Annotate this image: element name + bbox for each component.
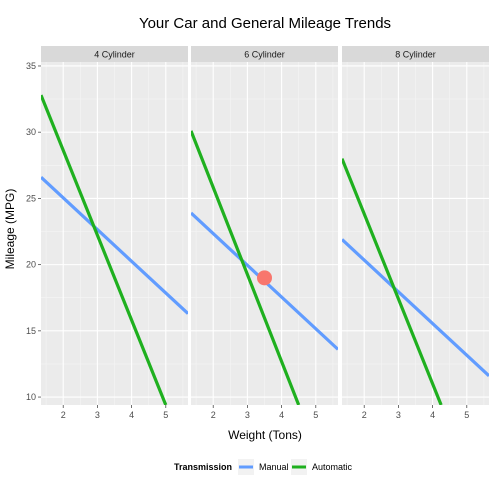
x-tick-label: 4 [279,410,284,420]
x-tick-label: 4 [430,410,435,420]
x-tick-label: 3 [396,410,401,420]
x-tick-label: 5 [163,410,168,420]
trend-line-automatic [342,158,443,405]
trend-line-manual [342,238,489,378]
y-tick-label: 15 [26,326,36,336]
facet-strip [191,46,338,62]
facet-panel: 4 Cylinder 2 3 4 5 [41,46,188,420]
x-tick-label: 2 [362,410,367,420]
legend-title: Transmission [174,462,232,472]
legend-label: Manual [259,462,289,472]
facet-strip-label: 6 Cylinder [244,50,285,60]
facet-strip [41,46,188,62]
x-tick-label: 2 [211,410,216,420]
chart-title: Your Car and General Mileage Trends [139,15,391,32]
trend-line-manual [41,176,188,315]
y-tick-label: 35 [26,61,36,71]
x-tick-label: 5 [313,410,318,420]
x-tick-label: 5 [464,410,469,420]
facet-strip-label: 4 Cylinder [94,50,135,60]
series-group [41,94,188,405]
facet-strip [342,46,489,62]
series-group [342,158,489,405]
facet-panel: 8 Cylinder 2 3 4 5 [342,46,489,420]
x-tick-label: 2 [61,410,66,420]
y-tick-label: 30 [26,127,36,137]
legend: Transmission Manual Automatic [174,459,353,475]
y-tick-label: 10 [26,392,36,402]
x-tick-label: 3 [245,410,250,420]
trend-line-automatic [41,94,168,405]
y-tick-label: 25 [26,193,36,203]
x-tick-label: 3 [95,410,100,420]
series-group [191,130,338,405]
legend-label: Automatic [312,462,353,472]
facet-strip-label: 8 Cylinder [395,50,436,60]
x-tick-label: 4 [129,410,134,420]
your-car-point [257,270,272,286]
facet-panel: 6 Cylinder 2 3 4 5 [191,46,338,420]
y-axis-title: Mileage (MPG) [3,189,17,270]
trend-line-automatic [191,130,301,405]
x-axis-title: Weight (Tons) [228,428,302,442]
y-tick-label: 20 [26,260,36,270]
